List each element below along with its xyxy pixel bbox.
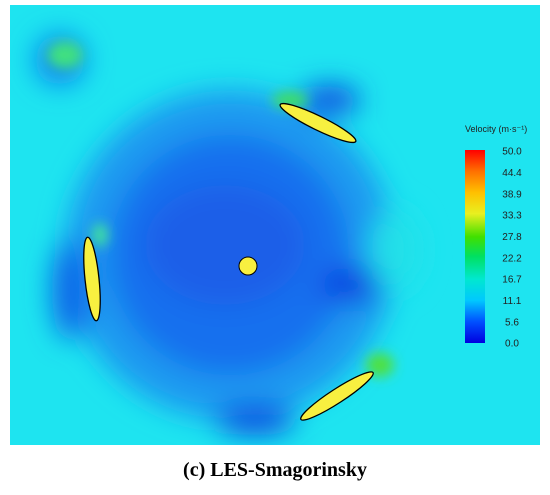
colorbar-title: Velocity (m·s⁻¹) [465, 124, 527, 134]
colorbar [465, 150, 485, 343]
flow-field [10, 5, 540, 445]
colorbar-label: 5.6 [505, 317, 519, 328]
blade [300, 371, 374, 421]
colorbar-label: 16.7 [502, 275, 522, 286]
colorbar-label: 0.0 [505, 339, 519, 350]
hub [238, 256, 258, 276]
colorbar-label: 11.1 [503, 296, 522, 307]
colorbar-ticks: 50.0 44.4 38.9 33.3 27.8 22.2 16.7 11.1 5.6 0.0 [502, 147, 522, 350]
blade [83, 236, 101, 322]
colorbar-label: 44.4 [502, 168, 522, 179]
colorbar-label: 38.9 [502, 189, 522, 200]
colorbar-label: 50.0 [502, 147, 522, 158]
colorbar-label: 33.3 [502, 211, 522, 222]
blade [279, 102, 357, 144]
caption: (c) LES-Smagorinsky [183, 459, 367, 481]
colorbar-label: 27.8 [502, 232, 522, 243]
colorbar-label: 22.2 [502, 253, 522, 264]
